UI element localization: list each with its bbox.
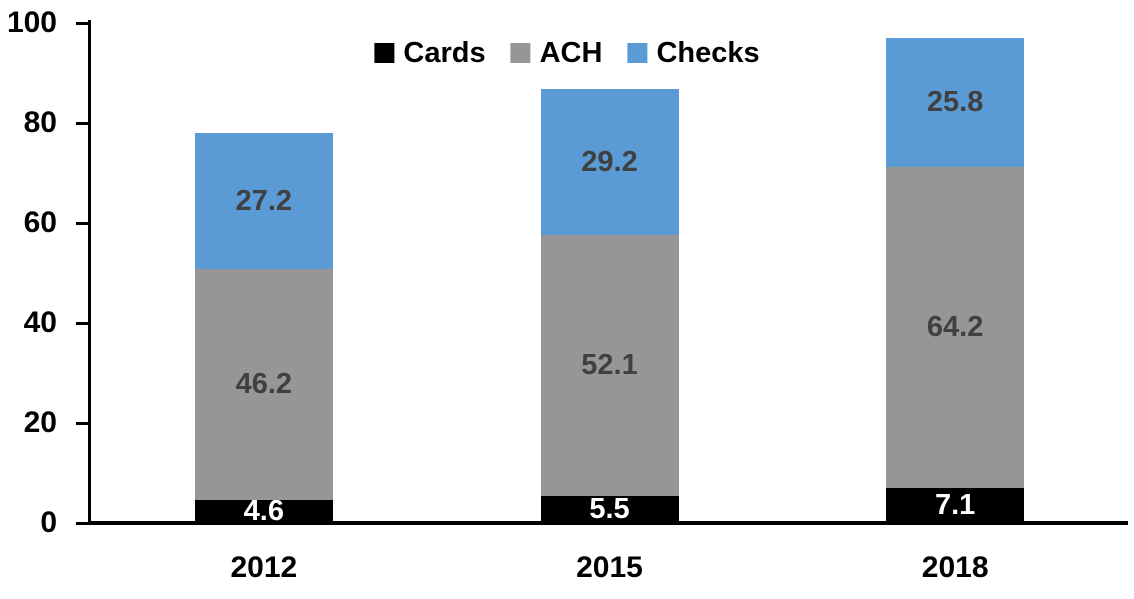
bar-value-label-ach-2018: 64.2: [926, 310, 984, 343]
y-tick-20: [76, 422, 89, 425]
bar-segment-ach-2012: 46.2: [194, 269, 333, 500]
x-axis-label-2015: 2015: [576, 551, 643, 584]
legend-swatch-ach: [510, 43, 531, 63]
bar-value-label-checks-2015: 29.2: [581, 145, 638, 178]
legend-label-ach: ACH: [539, 36, 603, 69]
y-tick-100: [76, 22, 89, 25]
legend-label-cards: Cards: [403, 36, 486, 69]
x-axis-label-2018: 2018: [921, 551, 989, 584]
legend-item-ach: ACH: [510, 36, 603, 69]
bar-value-label-ach-2015: 52.1: [581, 348, 638, 381]
y-tick-label-40: 40: [23, 306, 57, 339]
bar-segment-ach-2015: 52.1: [540, 235, 679, 496]
legend-item-checks: Checks: [627, 36, 760, 69]
bar-value-label-checks-2012: 27.2: [235, 184, 293, 217]
legend-item-cards: Cards: [374, 36, 486, 69]
bar-segment-cards-2012: 4.6: [194, 495, 333, 527]
bar-segment-cards-2018: 7.1: [886, 487, 1025, 523]
bar-value-label-ach-2012: 46.2: [235, 368, 293, 400]
bar-segment-ach-2018: 64.2: [886, 166, 1025, 488]
y-tick-label-80: 80: [23, 106, 57, 139]
bar-segment-checks-2012: 27.2: [194, 133, 333, 269]
x-axis-line: [88, 521, 1128, 525]
y-axis-line: [88, 20, 91, 525]
y-tick-label-60: 60: [23, 206, 57, 239]
y-tick-0: [76, 522, 89, 525]
legend-swatch-checks: [627, 43, 648, 63]
y-tick-label-0: 0: [40, 506, 57, 539]
bar-value-label-cards-2018: 7.1: [934, 488, 976, 521]
y-tick-40: [76, 322, 89, 325]
y-tick-label-100: 100: [6, 6, 57, 39]
x-axis-label-2012: 2012: [230, 551, 298, 584]
bar-segment-cards-2015: 5.5: [540, 492, 679, 525]
legend-swatch-cards: [374, 43, 395, 63]
y-tick-label-20: 20: [23, 406, 57, 439]
bar-segment-checks-2015: 29.2: [540, 89, 679, 235]
bar-segment-checks-2018: 25.8: [886, 37, 1025, 167]
bar-value-label-cards-2015: 5.5: [589, 492, 630, 525]
y-tick-60: [76, 222, 89, 225]
bar-value-label-cards-2012: 4.6: [243, 495, 284, 527]
legend: Cards ACH Checks: [374, 36, 760, 69]
bar-value-label-checks-2018: 25.8: [926, 85, 984, 118]
legend-label-checks: Checks: [656, 36, 760, 69]
y-tick-80: [76, 122, 89, 125]
